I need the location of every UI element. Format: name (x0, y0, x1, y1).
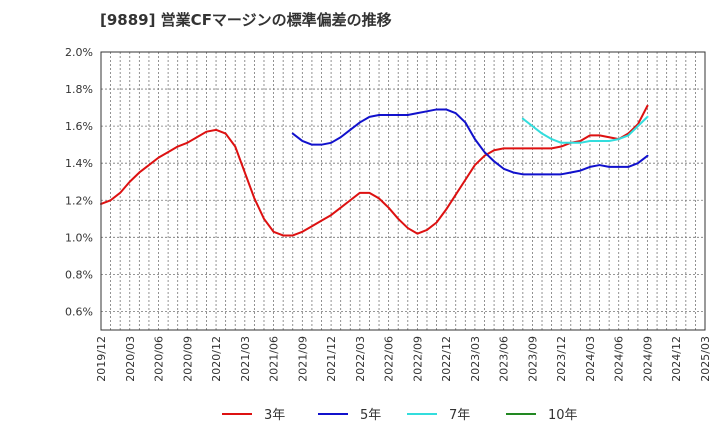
x-tick-label: 2021/03 (239, 336, 252, 382)
chart-title: [9889] 営業CFマージンの標準偏差の推移 (100, 11, 392, 29)
y-tick-label: 1.6% (65, 120, 93, 133)
series-line-3年 (100, 104, 649, 237)
x-tick-label: 2020/06 (153, 336, 166, 382)
y-tick-label: 1.2% (65, 194, 93, 207)
x-tick-label: 2022/03 (354, 336, 367, 382)
x-tick-label: 2024/03 (584, 336, 597, 382)
x-tick-label: 2024/09 (641, 336, 654, 382)
x-tick-label: 2023/09 (526, 336, 539, 382)
x-tick-label: 2021/12 (325, 336, 338, 382)
x-tick-label: 2025/03 (699, 336, 712, 382)
x-tick-label: 2024/06 (613, 336, 626, 382)
x-tick-label: 2022/12 (440, 336, 453, 382)
plot-area (101, 52, 705, 330)
x-tick-label: 2023/06 (498, 336, 511, 382)
plot-frame (100, 51, 706, 331)
x-tick-label: 2022/09 (411, 336, 424, 382)
series-line-7年 (521, 115, 649, 144)
y-tick-label: 0.8% (65, 268, 93, 281)
legend: 3年 5年 7年 10年 (222, 408, 578, 423)
y-tick-label: 1.8% (65, 83, 93, 96)
x-tick-label: 2019/12 (95, 336, 108, 382)
x-tick-label: 2022/06 (383, 336, 396, 382)
x-tick-label: 2023/03 (469, 336, 482, 382)
legend-label: 10年 (548, 408, 578, 423)
x-tick-label: 2023/12 (555, 336, 568, 382)
y-tick-label: 1.4% (65, 157, 93, 170)
x-tick-label: 2021/09 (296, 336, 309, 382)
x-tick-label: 2024/12 (670, 336, 683, 382)
legend-label: 5年 (360, 408, 381, 423)
y-tick-label: 2.0% (65, 46, 93, 59)
series-lines (100, 104, 649, 237)
x-axis-ticks: 2019/12 2020/03 2020/06 2020/09 2020/12 2021/… (95, 336, 712, 382)
legend-label: 7年 (449, 408, 470, 423)
legend-label: 3年 (264, 408, 285, 423)
x-tick-label: 2021/06 (268, 336, 281, 382)
y-axis-ticks: 0.6% 0.8% 1.0% 1.2% 1.4% 1.6% 1.8% 2.0% (65, 46, 93, 318)
series-line-5年 (291, 108, 649, 176)
x-tick-label: 2020/09 (181, 336, 194, 382)
y-tick-label: 0.6% (65, 305, 93, 318)
y-tick-label: 1.0% (65, 231, 93, 244)
x-tick-label: 2020/03 (124, 336, 137, 382)
x-tick-label: 2020/12 (210, 336, 223, 382)
